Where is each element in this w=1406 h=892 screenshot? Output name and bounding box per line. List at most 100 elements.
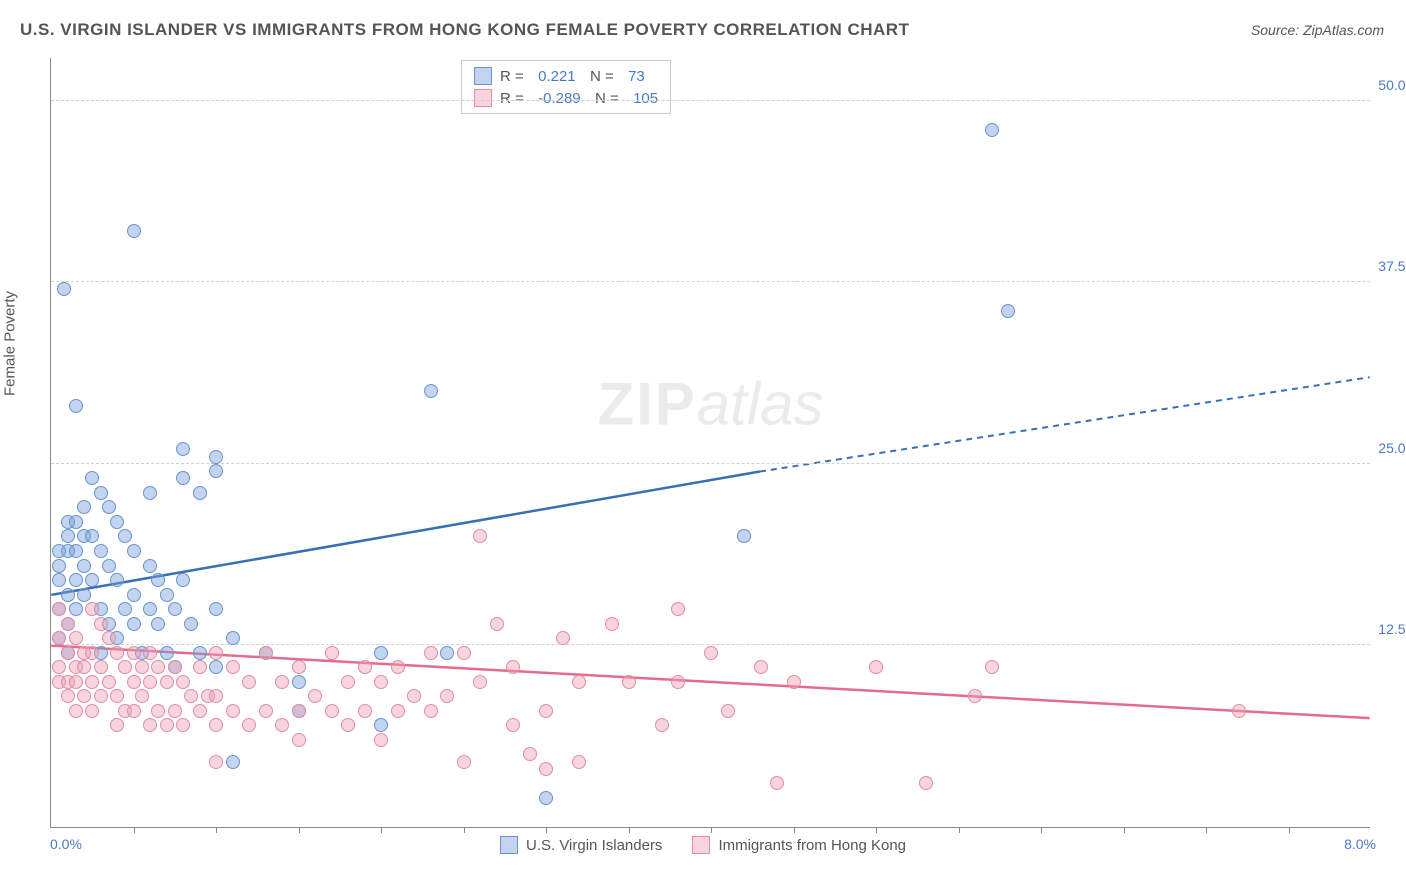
data-point — [308, 689, 322, 703]
legend-label: U.S. Virgin Islanders — [526, 837, 662, 854]
data-point — [193, 704, 207, 718]
data-point — [110, 718, 124, 732]
data-point — [704, 646, 718, 660]
data-point — [391, 660, 405, 674]
series-legend: U.S. Virgin Islanders Immigrants from Ho… — [0, 836, 1406, 854]
data-point — [102, 559, 116, 573]
legend-swatch — [474, 89, 492, 107]
data-point — [424, 704, 438, 718]
data-point — [127, 675, 141, 689]
data-point — [118, 529, 132, 543]
data-point — [424, 646, 438, 660]
data-point — [209, 464, 223, 478]
data-point — [160, 646, 174, 660]
y-tick-label: 25.0% — [1362, 440, 1406, 456]
x-tick — [629, 827, 630, 833]
x-tick — [134, 827, 135, 833]
data-point — [473, 529, 487, 543]
legend-stats: R = 0.221 N = 73 — [500, 68, 645, 85]
data-point — [168, 602, 182, 616]
data-point — [85, 646, 99, 660]
data-point — [440, 646, 454, 660]
data-point — [135, 660, 149, 674]
data-point — [69, 602, 83, 616]
data-point — [151, 660, 165, 674]
data-point — [176, 718, 190, 732]
x-tick — [1206, 827, 1207, 833]
chart-plot-area: ZIPatlas R = 0.221 N = 73 R = -0.289 N =… — [50, 58, 1370, 828]
data-point — [292, 675, 306, 689]
data-point — [622, 675, 636, 689]
data-point — [209, 660, 223, 674]
data-point — [143, 602, 157, 616]
x-tick — [876, 827, 877, 833]
data-point — [127, 588, 141, 602]
data-point — [69, 399, 83, 413]
gridline — [51, 100, 1370, 101]
legend-item: Immigrants from Hong Kong — [692, 836, 906, 854]
legend-swatch — [474, 67, 492, 85]
watermark-logo: ZIPatlas — [597, 370, 823, 439]
data-point — [226, 755, 240, 769]
x-tick — [381, 827, 382, 833]
data-point — [226, 631, 240, 645]
data-point — [374, 718, 388, 732]
y-tick-label: 50.0% — [1362, 77, 1406, 93]
correlation-legend: R = 0.221 N = 73 R = -0.289 N = 105 — [461, 60, 671, 114]
data-point — [61, 617, 75, 631]
legend-item: U.S. Virgin Islanders — [500, 836, 662, 854]
legend-stats: R = -0.289 N = 105 — [500, 90, 658, 107]
data-point — [77, 500, 91, 514]
data-point — [102, 631, 116, 645]
data-point — [118, 602, 132, 616]
data-point — [754, 660, 768, 674]
data-point — [209, 689, 223, 703]
legend-swatch — [692, 836, 710, 854]
data-point — [127, 646, 141, 660]
data-point — [127, 224, 141, 238]
legend-label: Immigrants from Hong Kong — [718, 837, 906, 854]
data-point — [168, 704, 182, 718]
data-point — [94, 486, 108, 500]
data-point — [770, 776, 784, 790]
data-point — [85, 471, 99, 485]
data-point — [61, 588, 75, 602]
data-point — [118, 660, 132, 674]
data-point — [160, 718, 174, 732]
data-point — [292, 733, 306, 747]
data-point — [143, 559, 157, 573]
data-point — [292, 704, 306, 718]
data-point — [151, 573, 165, 587]
data-point — [85, 573, 99, 587]
data-point — [102, 675, 116, 689]
trend-line-dashed — [760, 377, 1370, 471]
data-point — [787, 675, 801, 689]
data-point — [160, 675, 174, 689]
data-point — [176, 675, 190, 689]
data-point — [292, 660, 306, 674]
legend-swatch — [500, 836, 518, 854]
data-point — [1001, 304, 1015, 318]
data-point — [539, 791, 553, 805]
data-point — [61, 689, 75, 703]
data-point — [209, 602, 223, 616]
data-point — [52, 573, 66, 587]
gridline — [51, 281, 1370, 282]
data-point — [69, 544, 83, 558]
data-point — [968, 689, 982, 703]
data-point — [143, 718, 157, 732]
data-point — [424, 384, 438, 398]
data-point — [523, 747, 537, 761]
data-point — [457, 646, 471, 660]
data-point — [391, 704, 405, 718]
data-point — [184, 689, 198, 703]
data-point — [407, 689, 421, 703]
data-point — [226, 660, 240, 674]
data-point — [506, 660, 520, 674]
data-point — [193, 646, 207, 660]
x-tick — [959, 827, 960, 833]
data-point — [325, 704, 339, 718]
data-point — [69, 704, 83, 718]
data-point — [985, 123, 999, 137]
data-point — [102, 500, 116, 514]
